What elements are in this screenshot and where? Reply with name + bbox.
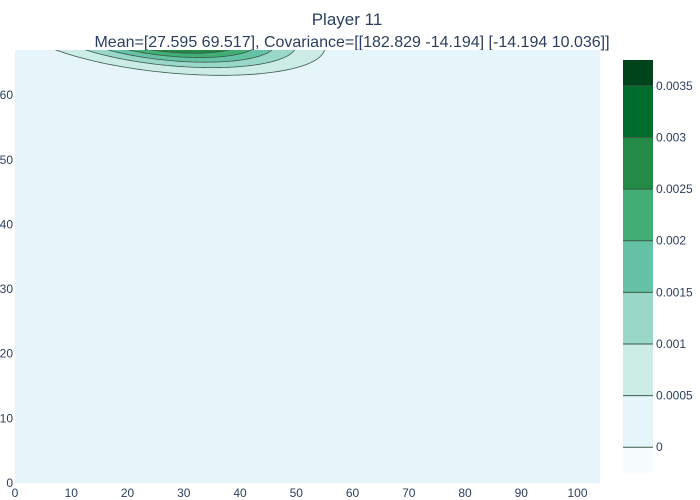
- chart-subtitle: Mean=[27.595 69.517], Covariance=[[182.8…: [94, 34, 609, 51]
- chart-title: Player 11: [312, 10, 383, 29]
- y-tick-label: 40: [0, 217, 13, 231]
- colorbar-tick-label: 0: [656, 440, 663, 454]
- x-tick-label: 20: [121, 486, 135, 500]
- x-axis: 0 10 20 30 40 50 60 70 80 90 100: [12, 486, 588, 500]
- x-tick-label: 30: [177, 486, 191, 500]
- y-axis: 0 10 20 30 40 50 60: [0, 88, 13, 490]
- y-tick-label: 50: [0, 153, 13, 167]
- x-tick-label: 0: [12, 486, 19, 500]
- y-tick-label: 10: [0, 411, 13, 425]
- contour-level-4: [127, 50, 253, 58]
- x-tick-label: 50: [290, 486, 304, 500]
- y-tick-label: 30: [0, 282, 13, 296]
- colorbar-tick-label: 0.002: [656, 234, 686, 248]
- colorbar: 0 0.0005 0.001 0.0015 0.002 0.0025 0.003 0.0035: [623, 60, 693, 473]
- plot-background: [15, 50, 600, 483]
- colorbar-band: [623, 343, 653, 396]
- colorbar-tick-label: 0.0015: [656, 285, 693, 299]
- y-tick-label: 0: [6, 476, 13, 490]
- x-tick-label: 90: [515, 486, 529, 500]
- contour-level-5: [149, 50, 230, 54]
- colorbar-band: [623, 240, 653, 293]
- colorbar-band: [623, 137, 653, 190]
- contour-layer: [54, 50, 325, 76]
- x-tick-label: 70: [402, 486, 416, 500]
- colorbar-band: [623, 189, 653, 241]
- y-tick-label: 60: [0, 88, 13, 102]
- colorbar-tick-label: 0.0025: [656, 182, 693, 196]
- y-tick-label: 20: [0, 347, 13, 361]
- x-tick-label: 100: [567, 486, 587, 500]
- colorbar-tick-label: 0.0005: [656, 389, 693, 403]
- x-tick-label: 10: [65, 486, 79, 500]
- colorbar-tick-label: 0.001: [656, 337, 686, 351]
- x-tick-label: 40: [233, 486, 247, 500]
- colorbar-band: [623, 60, 653, 86]
- colorbar-tick-label: 0.003: [656, 130, 686, 144]
- x-tick-label: 60: [346, 486, 360, 500]
- colorbar-band: [623, 292, 653, 344]
- x-tick-label: 80: [458, 486, 472, 500]
- colorbar-band: [623, 85, 653, 138]
- colorbar-band: [623, 395, 653, 448]
- plot-area: [15, 50, 600, 483]
- colorbar-tick-label: 0.0035: [656, 79, 693, 93]
- colorbar-band: [623, 447, 653, 473]
